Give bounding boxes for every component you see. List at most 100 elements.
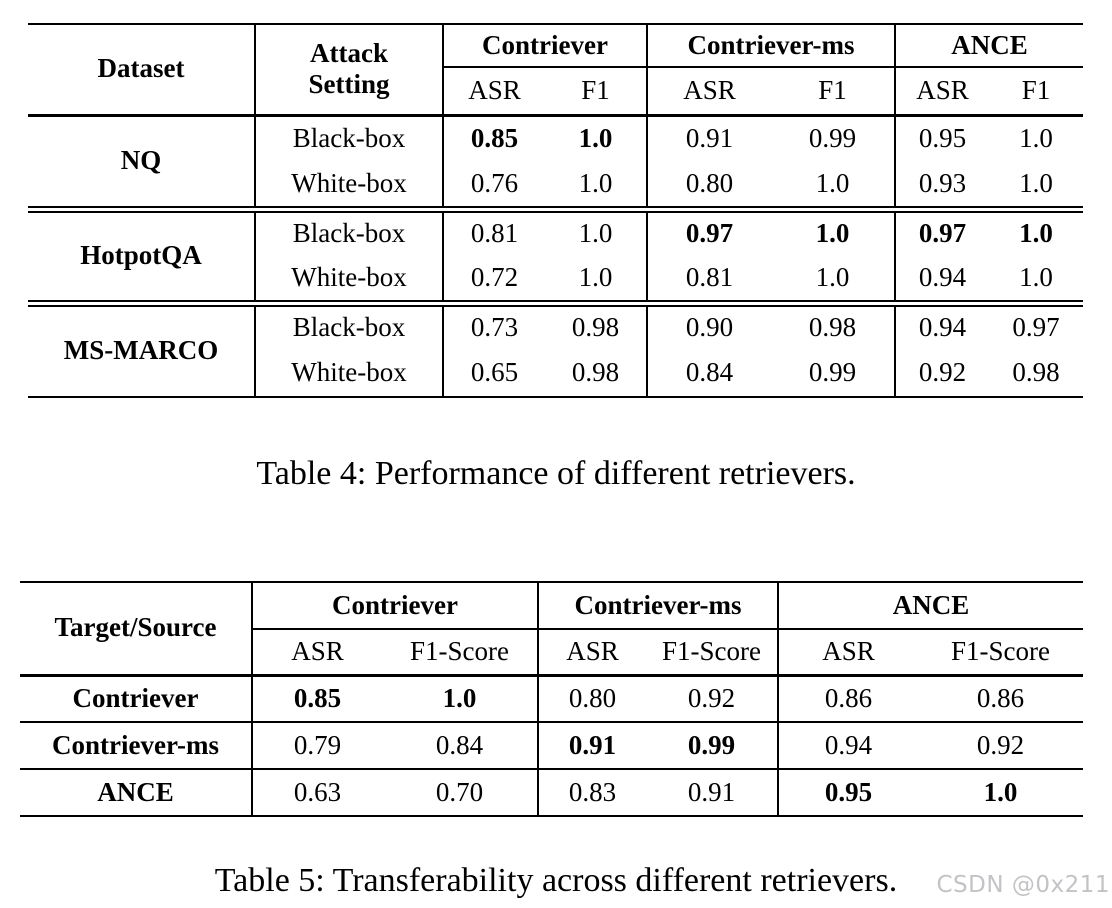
t5-row-label: Contriever — [20, 675, 253, 722]
table-cell: 0.63 — [293, 776, 342, 807]
table-cell: 0.81 — [685, 261, 734, 292]
table-cell: 0.84 — [382, 722, 540, 769]
t5-row-label: ANCE — [20, 769, 253, 816]
table-cell: 0.98 — [545, 303, 649, 350]
t4-setting-cell: Black-box — [255, 209, 444, 256]
table-cell: 0.98 — [771, 303, 897, 350]
table-cell: 0.93 — [918, 167, 967, 198]
table-cell: 0.85 — [470, 123, 519, 154]
t4-group-hotpotqa: HotpotQA Black-box 0.81 1.0 0.97 1.0 0.9… — [28, 209, 1084, 303]
table-cell: 1.0 — [771, 209, 897, 256]
table-cell: 0.70 — [382, 769, 540, 816]
t4-subheader-asr: ASR — [468, 74, 521, 105]
table-row: Contriever-ms 0.79 0.84 0.91 0.99 0.94 0… — [20, 722, 1084, 769]
table-cell: 0.97 — [685, 218, 734, 249]
table-cell: 0.99 — [771, 350, 897, 397]
t5-header-contriever: Contriever — [252, 582, 540, 630]
table-cell: 0.72 — [470, 261, 519, 292]
table-cell: 1.0 — [1019, 123, 1053, 154]
table-cell: 0.99 — [646, 722, 780, 769]
t4-subheader-f1: F1 — [1021, 74, 1051, 105]
table-cell: 0.91 — [685, 123, 734, 154]
table-cell: 0.73 — [470, 312, 519, 343]
table-cell: 0.97 — [1012, 312, 1060, 343]
table-cell: 1.0 — [545, 115, 649, 162]
table-cell: 0.80 — [685, 167, 734, 198]
table-row: White-box 0.65 0.98 0.84 0.99 0.92 0.98 — [28, 350, 1083, 397]
t4-group-msmarco: MS-MARCO Black-box 0.73 0.98 0.90 0.98 0… — [28, 303, 1084, 397]
table-cell: 0.86 — [824, 682, 873, 713]
t5-row-label: Contriever-ms — [20, 722, 253, 769]
table-cell: 1.0 — [771, 256, 897, 303]
t4-setting-cell: White-box — [255, 162, 444, 209]
t4-dataset-label: NQ — [28, 115, 256, 209]
table-cell: 1.0 — [545, 209, 649, 256]
table-cell: 0.91 — [646, 769, 780, 816]
table-cell: 0.98 — [545, 350, 649, 397]
table5-transferability: Target/Source Contriever Contriever-ms A… — [20, 581, 1084, 817]
table-cell: 0.80 — [568, 682, 617, 713]
table-cell: 1.0 — [545, 256, 649, 303]
t5-subheader-asr: ASR — [822, 635, 875, 666]
table-cell: 1.0 — [771, 162, 897, 209]
table-cell: 0.92 — [918, 357, 967, 388]
t5-header-contriever-ms: Contriever-ms — [538, 582, 780, 630]
table-cell: 0.98 — [1012, 357, 1060, 388]
t4-subheader-f1: F1 — [545, 67, 649, 115]
table-cell: 0.79 — [293, 729, 342, 760]
table-cell: 0.65 — [470, 357, 519, 388]
table5-caption: Table 5: Transferability across differen… — [214, 862, 898, 899]
table-cell: 0.95 — [918, 123, 967, 154]
table-cell: 0.94 — [918, 312, 967, 343]
t4-subheader-asr: ASR — [916, 74, 969, 105]
table-row: NQ Black-box 0.85 1.0 0.91 0.99 0.95 1.0 — [28, 115, 1083, 209]
table-cell: 0.86 — [976, 682, 1025, 713]
table4-caption: Table 4: Performance of different retrie… — [256, 455, 856, 492]
table-cell: 0.76 — [470, 167, 519, 198]
t5-subheader-asr: ASR — [566, 635, 619, 666]
t4-subheader-f1: F1 — [771, 67, 897, 115]
table-cell: 0.91 — [568, 729, 617, 760]
table-cell: 0.90 — [685, 312, 734, 343]
t4-setting-cell: White-box — [255, 350, 444, 397]
t4-group-nq: NQ Black-box 0.85 1.0 0.91 0.99 0.95 1.0… — [28, 115, 1083, 209]
t4-dataset-label: MS-MARCO — [28, 303, 256, 397]
t4-header-attack-setting-text: Attack Setting — [308, 38, 390, 100]
t5-subheader-asr: ASR — [291, 635, 344, 666]
t4-header-contriever: Contriever — [443, 24, 649, 68]
t4-header-attack-setting: Attack Setting — [255, 24, 444, 115]
t4-header-contriever-ms: Contriever-ms — [647, 24, 897, 68]
table-cell: 0.94 — [918, 261, 967, 292]
table-row: White-box 0.72 1.0 0.81 1.0 0.94 1.0 — [28, 256, 1083, 303]
table-cell: 1.0 — [545, 162, 649, 209]
t4-header-ance: ANCE — [895, 24, 1084, 68]
table-cell: 0.83 — [568, 776, 617, 807]
t4-setting-cell: Black-box — [255, 303, 444, 350]
table4-performance: Dataset Attack Setting Contriever Contri… — [28, 23, 1084, 398]
t5-subheader-f1score: F1-Score — [951, 635, 1051, 666]
table-cell: 0.92 — [646, 675, 780, 722]
table-cell: 1.0 — [382, 675, 540, 722]
t5-header-ance: ANCE — [778, 582, 1084, 630]
table-row: Contriever 0.85 1.0 0.80 0.92 0.86 0.86 — [20, 675, 1083, 722]
t4-setting-cell: Black-box — [255, 115, 444, 162]
table-cell: 0.84 — [685, 357, 734, 388]
table-cell: 0.95 — [824, 776, 873, 807]
t4-subheader-asr: ASR — [683, 74, 736, 105]
t5-subheader-f1score: F1-Score — [382, 629, 540, 675]
table-cell: 0.92 — [976, 729, 1025, 760]
t4-setting-cell: White-box — [255, 256, 444, 303]
t5-header-target-source: Target/Source — [20, 582, 253, 675]
table-cell: 1.0 — [1019, 261, 1053, 292]
table-row: ANCE 0.63 0.70 0.83 0.91 0.95 1.0 — [20, 769, 1084, 816]
table-cell: 1.0 — [1019, 167, 1053, 198]
t5-subheader-f1score: F1-Score — [646, 629, 780, 675]
watermark-text: CSDN @0x211 — [936, 872, 1110, 898]
table-cell: 0.81 — [470, 218, 519, 249]
table-cell: 0.97 — [918, 218, 967, 249]
t4-dataset-label: HotpotQA — [28, 209, 256, 303]
table-row: White-box 0.76 1.0 0.80 1.0 0.93 1.0 — [28, 162, 1083, 209]
table-cell: 0.85 — [293, 682, 342, 713]
table-cell: 1.0 — [1019, 218, 1053, 249]
